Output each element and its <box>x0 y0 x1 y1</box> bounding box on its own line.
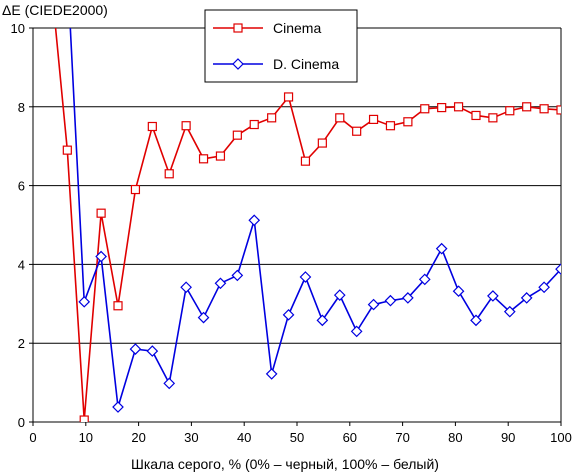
legend-label: D. Cinema <box>273 56 339 72</box>
data-point-d-cinema <box>112 401 124 413</box>
legend-marker <box>233 23 243 33</box>
data-point-d-cinema <box>384 294 397 307</box>
data-point-cinema <box>403 117 413 127</box>
data-point-cinema <box>130 184 141 195</box>
x-tick-label: 40 <box>237 430 251 445</box>
data-point-cinema <box>198 154 209 164</box>
data-point-d-cinema <box>470 314 482 327</box>
data-point-d-cinema <box>487 290 499 302</box>
x-tick-label: 100 <box>550 430 572 445</box>
data-point-d-cinema <box>248 214 261 227</box>
data-point-cinema <box>164 169 174 179</box>
data-point-cinema <box>522 102 532 112</box>
data-point-cinema <box>62 145 72 155</box>
data-point-d-cinema <box>163 377 176 390</box>
data-point-d-cinema <box>78 295 91 308</box>
data-point-d-cinema <box>129 343 142 355</box>
x-tick-label: 10 <box>79 430 93 445</box>
data-point-d-cinema <box>555 263 561 275</box>
data-point-d-cinema <box>146 345 159 357</box>
data-point-cinema <box>317 138 327 148</box>
legend-marker <box>232 58 244 70</box>
data-point-cinema <box>232 130 242 140</box>
data-point-cinema <box>283 92 294 102</box>
data-point-cinema <box>368 114 379 125</box>
x-tick-label: 20 <box>131 430 145 445</box>
legend-item-d-cinema: D. Cinema <box>213 56 339 72</box>
data-point-cinema <box>113 301 123 311</box>
y-tick-label: 8 <box>18 100 25 115</box>
data-point-d-cinema <box>452 285 465 298</box>
data-point-d-cinema <box>265 368 278 380</box>
data-point-cinema <box>181 121 191 131</box>
legend-box <box>204 9 358 83</box>
x-tick-label: 30 <box>184 430 198 445</box>
data-point-d-cinema <box>95 250 107 263</box>
data-point-d-cinema <box>197 311 210 324</box>
data-point-d-cinema <box>214 277 227 290</box>
data-point-d-cinema <box>350 325 363 338</box>
y-tick-label: 4 <box>18 257 25 272</box>
data-point-cinema <box>249 119 259 130</box>
x-axis-title: Шкала серого, % (0% – черный, 100% – бел… <box>131 456 439 472</box>
data-point-cinema <box>335 113 345 123</box>
y-tick-label: 0 <box>18 415 25 430</box>
x-tick-label: 90 <box>501 430 515 445</box>
x-tick-label: 80 <box>448 430 462 445</box>
y-tick-label: 6 <box>18 179 25 194</box>
data-point-cinema <box>267 113 277 123</box>
data-point-d-cinema <box>316 314 329 327</box>
data-point-d-cinema <box>503 305 516 318</box>
legend-label: Cinema <box>273 20 321 36</box>
data-point-d-cinema <box>520 292 533 304</box>
y-tick-label: 2 <box>18 336 25 351</box>
legend: Cinema D. Cinema <box>204 9 358 83</box>
x-tick-labels: 0 10 20 30 40 50 60 70 80 90 100 <box>29 422 572 445</box>
data-point-cinema <box>79 415 89 422</box>
legend-item-cinema: Cinema <box>213 20 321 36</box>
y-tick-labels: 0 2 4 6 8 10 <box>11 21 33 430</box>
data-point-cinema <box>300 156 311 166</box>
data-point-cinema <box>420 104 430 114</box>
series-cinema <box>54 28 561 422</box>
series-d-cinema <box>69 28 561 413</box>
data-point-d-cinema <box>538 281 550 294</box>
data-point-cinema <box>352 126 362 136</box>
data-point-cinema <box>471 110 481 121</box>
y-tick-label: 10 <box>11 21 25 36</box>
data-point-d-cinema <box>402 292 414 304</box>
y-axis-title: ΔE (CIEDE2000) <box>2 2 108 18</box>
data-point-cinema <box>96 208 106 218</box>
data-point-cinema <box>385 121 396 131</box>
data-point-cinema <box>437 102 447 113</box>
plot-frame <box>32 28 562 423</box>
data-point-d-cinema <box>231 269 244 282</box>
data-point-cinema <box>453 102 464 112</box>
x-tick-label: 60 <box>343 430 357 445</box>
data-point-cinema <box>488 113 498 123</box>
data-point-cinema <box>505 106 515 116</box>
x-tick-label: 0 <box>29 430 36 445</box>
data-point-d-cinema <box>435 242 448 255</box>
data-point-cinema <box>556 105 561 115</box>
data-point-d-cinema <box>418 273 431 286</box>
data-point-cinema <box>215 151 226 161</box>
x-tick-label: 70 <box>395 430 409 445</box>
data-point-cinema <box>147 121 157 132</box>
data-point-d-cinema <box>282 308 295 321</box>
data-point-cinema <box>539 104 549 114</box>
data-point-d-cinema <box>367 298 380 311</box>
data-point-d-cinema <box>299 271 312 283</box>
data-point-d-cinema <box>333 289 346 301</box>
series-layer <box>54 28 561 422</box>
data-point-d-cinema <box>180 281 192 294</box>
x-tick-label: 50 <box>290 430 304 445</box>
